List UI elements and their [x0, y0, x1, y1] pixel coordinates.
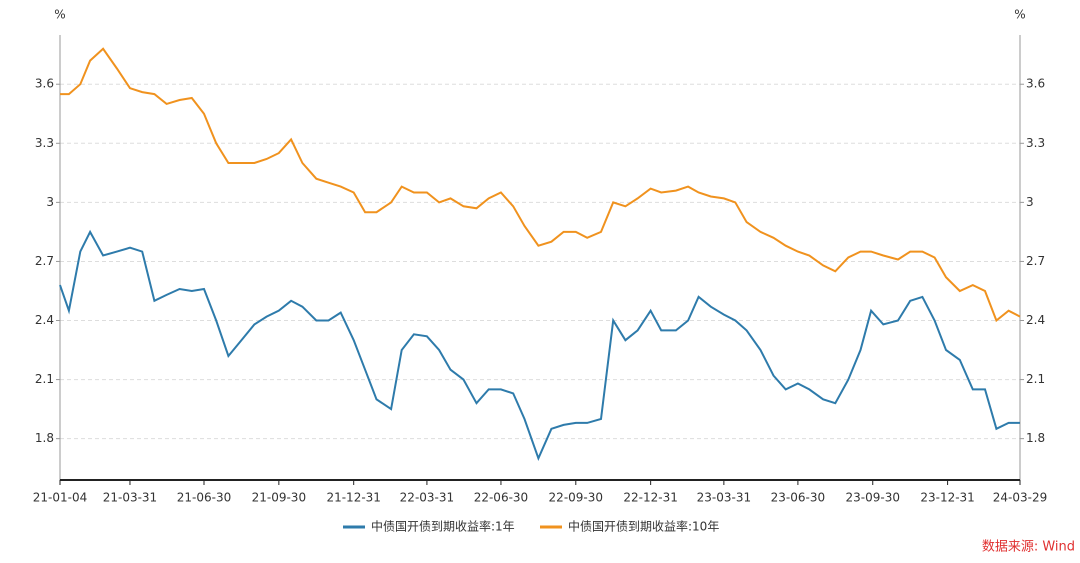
- y2-unit: %: [1014, 8, 1025, 22]
- legend-label: 中债国开债到期收益率:1年: [371, 519, 515, 534]
- y-tick-label: 3.3: [35, 136, 54, 150]
- y2-tick-label: 3: [1026, 195, 1034, 209]
- x-tick-label: 21-01-04: [33, 491, 87, 505]
- y-unit: %: [54, 8, 65, 22]
- x-tick-label: 23-12-31: [920, 491, 974, 505]
- y2-tick-label: 2.1: [1026, 372, 1045, 386]
- y2-tick-label: 1.8: [1026, 431, 1045, 445]
- x-tick-label: 24-03-29: [993, 491, 1047, 505]
- y2-tick-label: 3.6: [1026, 77, 1045, 91]
- y-tick-label: 2.4: [35, 313, 54, 327]
- x-tick-label: 22-03-31: [400, 491, 454, 505]
- x-tick-label: 22-06-30: [474, 491, 528, 505]
- series-line: [60, 47, 1021, 323]
- x-tick-label: 21-03-31: [103, 491, 157, 505]
- x-tick-label: 23-03-31: [697, 491, 751, 505]
- y2-tick-label: 2.4: [1026, 313, 1045, 327]
- x-tick-label: 21-06-30: [177, 491, 231, 505]
- y-tick-label: 2.7: [35, 254, 54, 268]
- y-tick-label: 3: [46, 195, 54, 209]
- x-tick-label: 23-09-30: [846, 491, 900, 505]
- x-tick-label: 23-06-30: [771, 491, 825, 505]
- series-line: [59, 229, 1020, 462]
- y2-tick-label: 2.7: [1026, 254, 1045, 268]
- y-tick-label: 3.6: [35, 77, 54, 91]
- y-tick-label: 1.8: [35, 431, 54, 445]
- y-tick-label: 2.1: [35, 372, 54, 386]
- legend-label: 中债国开债到期收益率:10年: [568, 519, 719, 534]
- x-tick-label: 21-12-31: [326, 491, 380, 505]
- y2-tick-label: 3.3: [1026, 136, 1045, 150]
- source: 数据来源: Wind: [982, 540, 1075, 555]
- x-tick-label: 21-09-30: [252, 491, 306, 505]
- x-tick-label: 22-09-30: [549, 491, 603, 505]
- x-tick-label: 22-12-31: [623, 491, 677, 505]
